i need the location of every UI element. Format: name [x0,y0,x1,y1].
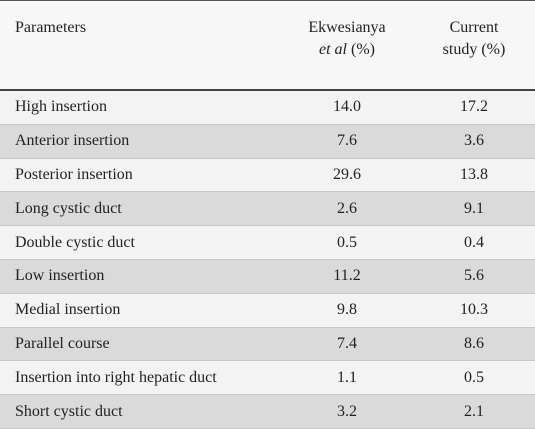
header-cell: Parameters [0,0,281,91]
value-cell: 5.6 [413,259,535,294]
value-cell: 1.1 [281,360,413,396]
header-row: Parameters Ekwesianya et al (%) Current st… [0,0,535,91]
parameter-cell: Anterior insertion [0,124,281,159]
parameter-cell: Posterior insertion [0,158,281,193]
parameter-cell: Short cystic duct [0,394,281,429]
header-text: Ekwesianya [308,19,386,36]
table-header: Parameters Ekwesianya et al (%) Current st… [0,0,535,91]
header-cell: Ekwesianya et al (%) [281,0,413,91]
value-cell: 2.1 [413,394,535,429]
value-cell: 7.6 [281,124,413,159]
table-row: Long cystic duct 2.6 9.1 [0,191,535,227]
header-cell: Current study (%) [413,0,535,91]
value-cell: 3.2 [281,394,413,429]
value-cell: 14.0 [281,90,413,125]
value-cell: 0.5 [413,360,535,396]
parameter-cell: Long cystic duct [0,191,281,227]
value-cell: 8.6 [413,327,535,362]
value-cell: 10.3 [413,293,535,328]
parameter-cell: Medial insertion [0,293,281,328]
table-row: Low insertion 11.2 5.6 [0,259,535,294]
value-cell: 7.4 [281,327,413,362]
value-cell: 9.8 [281,293,413,328]
parameter-cell: Insertion into right hepatic duct [0,360,281,396]
header-text: et al [319,41,347,58]
table-row: Anterior insertion 7.6 3.6 [0,124,535,159]
table-row: High insertion 14.0 17.2 [0,90,535,125]
parameter-cell: Double cystic duct [0,225,281,260]
header-text: (%) [351,41,375,58]
table-row: Short cystic duct 3.2 2.1 [0,394,535,429]
value-cell: 0.4 [413,225,535,260]
table-row: Insertion into right hepatic duct 1.1 0.5 [0,360,535,396]
header-text: Current [449,19,499,36]
parameter-cell: Low insertion [0,259,281,294]
value-cell: 2.6 [281,191,413,227]
table-row: Medial insertion 9.8 10.3 [0,293,535,328]
header-text: study (%) [442,41,506,58]
table-row: Double cystic duct 0.5 0.4 [0,225,535,260]
value-cell: 13.8 [413,158,535,193]
table-row: Parallel course 7.4 8.6 [0,327,535,362]
table-body: High insertion 14.0 17.2 Anterior insertion… [0,90,535,429]
value-cell: 17.2 [413,90,535,125]
parameter-cell: Parallel course [0,327,281,362]
value-cell: 9.1 [413,191,535,227]
parameter-cell: High insertion [0,90,281,125]
table-row: Posterior insertion 29.6 13.8 [0,158,535,193]
value-cell: 3.6 [413,124,535,159]
header-text: Parameters [15,19,87,36]
value-cell: 29.6 [281,158,413,193]
value-cell: 0.5 [281,225,413,260]
value-cell: 11.2 [281,259,413,294]
